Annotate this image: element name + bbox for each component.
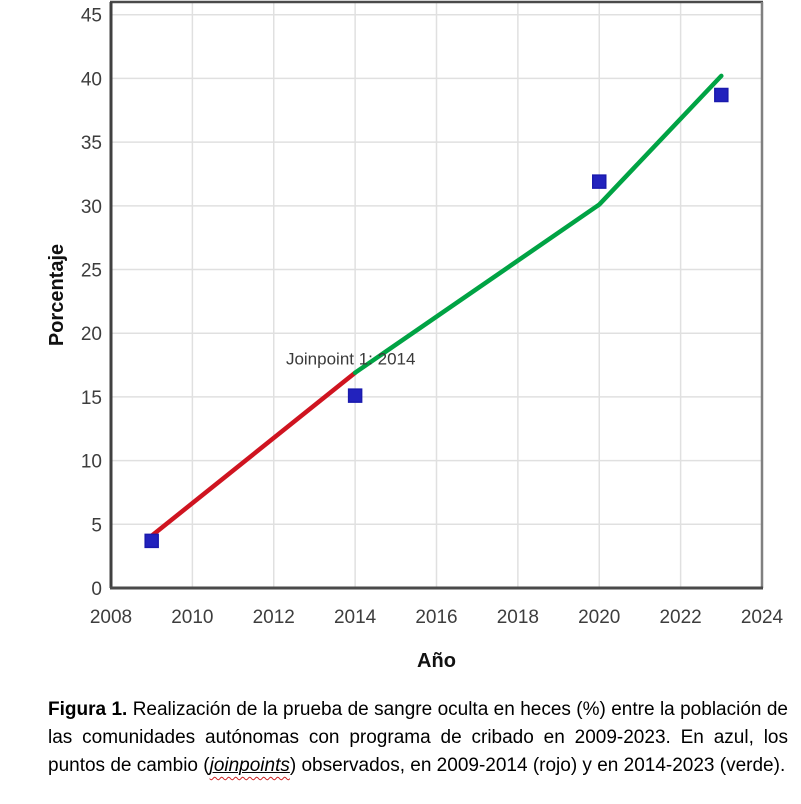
y-tick-label: 15	[81, 388, 102, 409]
y-axis-title: Porcentaje	[46, 244, 68, 346]
data-point	[592, 174, 607, 189]
x-tick-label: 2024	[741, 607, 784, 628]
figure-caption-text-1: Realización de la prueba de sangre ocult…	[48, 699, 788, 776]
figure-caption: Figura 1. Realización de la prueba de sa…	[48, 696, 788, 780]
y-tick-label: 0	[91, 579, 102, 600]
x-tick-label: 2018	[497, 607, 539, 628]
figure-caption-label: Figura 1.	[48, 699, 128, 720]
data-point	[347, 388, 363, 403]
y-tick-label: 10	[81, 452, 102, 473]
x-tick-label: 2012	[253, 607, 295, 628]
x-axis-title: Año	[417, 650, 456, 672]
data-point	[714, 87, 729, 103]
x-tick-label: 2010	[171, 607, 213, 628]
trend-segment-2014-2023	[352, 73, 724, 375]
trend-segment-2009-2014	[149, 370, 358, 539]
x-tick-label: 2008	[90, 607, 132, 628]
x-tick-label: 2014	[334, 607, 377, 628]
y-tick-label: 30	[81, 197, 102, 218]
figure-caption-text-2: ) observados, en 2009-2014 (rojo) y en 2…	[289, 755, 786, 776]
joinpoint-chart: Joinpoint 1: 2014 0 5 10 15 20 25 30 35 40 45 2008 2…	[46, 0, 784, 672]
y-tick-label: 25	[81, 261, 102, 282]
y-tick-label: 5	[91, 515, 102, 536]
y-tick-label: 20	[81, 324, 102, 345]
y-tick-label: 35	[81, 133, 102, 154]
x-tick-label: 2016	[415, 607, 457, 628]
y-tick-label: 45	[81, 6, 102, 27]
joinpoint-annotation: Joinpoint 1: 2014	[286, 349, 416, 368]
figure-caption-joinpoints-term: joinpoints	[209, 755, 290, 776]
x-tick-label: 2022	[659, 607, 701, 628]
x-tick-label: 2020	[578, 607, 620, 628]
y-tick-label: 40	[81, 69, 102, 90]
data-point	[144, 533, 159, 549]
